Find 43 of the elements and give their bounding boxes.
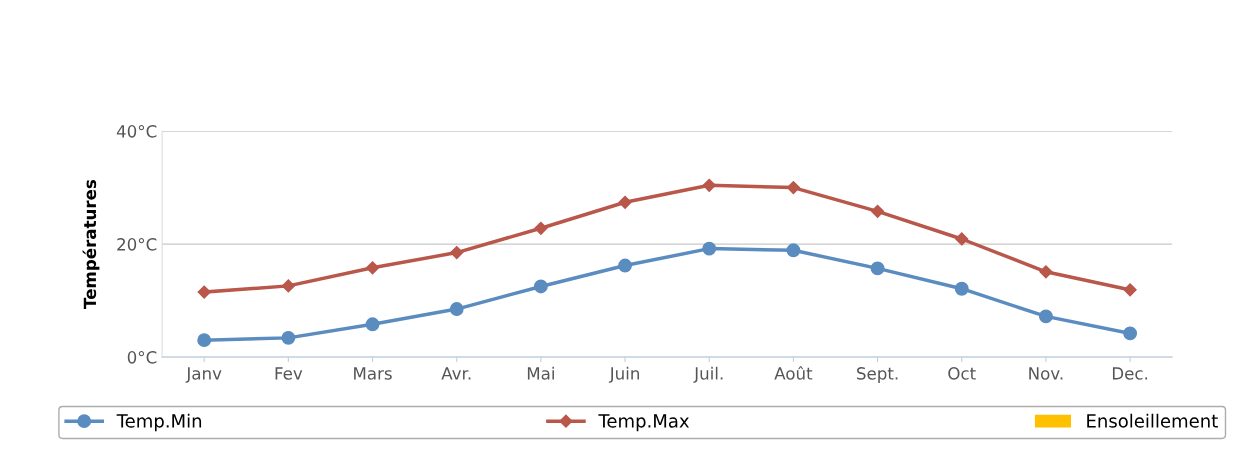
- point: [450, 245, 464, 260]
- x-tick-label: Avr.: [441, 367, 471, 380]
- x-tick-label: Dec.: [1112, 367, 1148, 380]
- point: [1038, 309, 1053, 324]
- point: [1123, 283, 1137, 297]
- point: [955, 232, 969, 246]
- point: [534, 221, 548, 235]
- x-tick-label: Sept.: [857, 367, 898, 383]
- x-tick-label: Juil.: [693, 366, 723, 383]
- y-tick-label: 40°C: [116, 125, 157, 138]
- x-tick-label: Mars: [354, 367, 392, 380]
- x-tick-label: Oct: [948, 367, 976, 380]
- point: [197, 285, 211, 299]
- legend-label: Temp.Min: [116, 413, 202, 432]
- point: [618, 258, 633, 273]
- x-tick-label: Nov.: [1029, 367, 1063, 380]
- y-axis-title: Températures: [82, 179, 100, 309]
- y-tick-label: 0°C: [127, 351, 157, 364]
- point: [954, 281, 969, 296]
- x-tick-label: Juin: [608, 366, 639, 383]
- y-tick-label: 20°C: [117, 238, 157, 251]
- point: [281, 330, 296, 345]
- point: [870, 261, 885, 276]
- point: [197, 333, 212, 348]
- x-tick-label: Mai: [527, 366, 554, 380]
- point: [365, 261, 380, 275]
- point: [786, 180, 800, 195]
- point: [702, 178, 716, 192]
- point: [870, 204, 885, 218]
- point: [533, 279, 548, 294]
- point: [281, 279, 295, 293]
- point: [1039, 265, 1053, 279]
- point: [618, 195, 632, 209]
- point: [365, 317, 380, 332]
- legend-label: Temp.Max: [598, 414, 690, 432]
- point: [786, 243, 801, 258]
- x-tick-label: Août: [774, 366, 813, 380]
- legend-label: Ensoleillement: [1087, 413, 1218, 428]
- point: [449, 302, 464, 317]
- x-tick-label: Janv: [185, 367, 222, 383]
- point: [702, 241, 717, 256]
- x-tick-label: Fev: [275, 367, 303, 380]
- point: [1123, 326, 1138, 341]
